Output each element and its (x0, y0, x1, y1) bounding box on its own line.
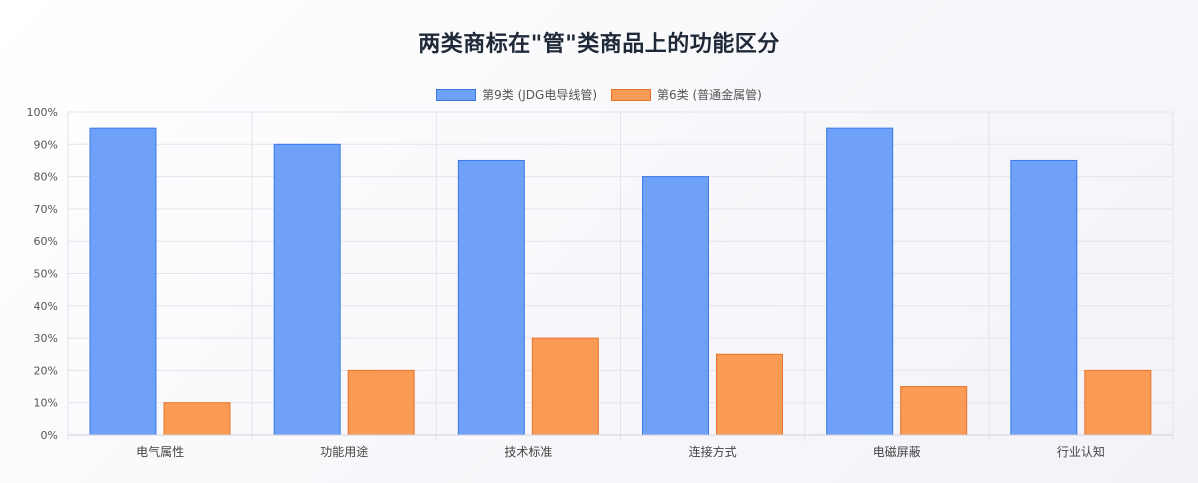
legend-swatch-series-2 (611, 88, 652, 101)
bar-series-1-1[interactable] (89, 127, 157, 436)
legend-label-series-2: 第6类 (普通金属管) (657, 88, 762, 102)
bar-series-1-3[interactable] (457, 159, 525, 436)
bar-series-2-5[interactable] (900, 386, 968, 436)
bar-series-2-6[interactable] (1084, 369, 1152, 436)
y-tick-label: 80% (34, 171, 58, 184)
bar-series-1-5[interactable] (826, 127, 894, 436)
y-tick-label: 20% (34, 364, 58, 377)
bar-series-2-2[interactable] (347, 369, 415, 436)
x-category-label: 技术标准 (504, 445, 552, 459)
y-tick-label: 60% (34, 235, 58, 248)
y-tick-label: 100% (27, 106, 58, 119)
legend-item-series-1[interactable]: 第9类 (JDG电导线管) (436, 86, 597, 103)
legend-swatch-series-1 (436, 88, 477, 101)
x-category-label: 电气属性 (136, 444, 184, 459)
x-category-label: 行业认知 (1057, 445, 1105, 459)
x-category-label: 功能用途 (320, 444, 368, 459)
bar-series-1-2[interactable] (273, 143, 341, 436)
bar-series-1-6[interactable] (1010, 159, 1078, 436)
bar-series-2-3[interactable] (531, 337, 599, 436)
bar-series-1-4[interactable] (642, 176, 709, 436)
y-tick-label: 90% (34, 138, 58, 151)
bar-series-2-4[interactable] (716, 353, 783, 436)
y-tick-label: 50% (34, 268, 58, 281)
chart-title: 两类商标在"管"类商品上的功能区分 (418, 32, 780, 57)
y-tick-label: 70% (34, 203, 58, 216)
y-tick-label: 10% (34, 397, 58, 410)
y-tick-label: 40% (34, 300, 58, 313)
legend-item-series-2[interactable]: 第6类 (普通金属管) (611, 86, 762, 103)
bar-series-2-1[interactable] (163, 402, 231, 436)
y-tick-label: 30% (34, 332, 58, 345)
x-category-label: 电磁屏蔽 (873, 444, 921, 459)
legend-label-series-1: 第9类 (JDG电导线管) (482, 88, 598, 102)
y-tick-label: 0% (41, 429, 58, 442)
legend: 第9类 (JDG电导线管) 第6类 (普通金属管) (0, 86, 1198, 103)
x-category-label: 连接方式 (689, 444, 737, 459)
